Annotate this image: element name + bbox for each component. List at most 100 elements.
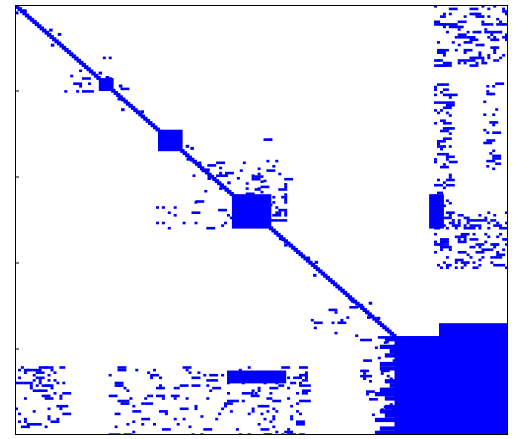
diagonal-entry bbox=[268, 226, 274, 231]
nonzero-cluster-12 bbox=[229, 216, 233, 220]
nonzero-cluster-3 bbox=[454, 266, 458, 269]
nonzero-cluster-10 bbox=[219, 171, 223, 175]
nonzero-cluster-6 bbox=[185, 397, 189, 400]
nonzero-cluster-5 bbox=[53, 371, 57, 374]
nonzero-cluster-7 bbox=[296, 420, 305, 423]
nonzero-cluster-3 bbox=[496, 235, 500, 239]
near-diagonal-entry bbox=[190, 146, 194, 150]
nonzero-cluster-1 bbox=[442, 181, 446, 184]
nonzero-cluster-7 bbox=[266, 410, 270, 413]
nonzero-cluster-1 bbox=[442, 101, 446, 104]
nonzero-cluster-9 bbox=[374, 346, 378, 349]
nonzero-cluster-1 bbox=[445, 101, 455, 104]
nonzero-cluster-5 bbox=[32, 379, 36, 382]
nonzero-cluster-9 bbox=[366, 392, 369, 396]
nonzero-cluster-0 bbox=[493, 59, 497, 62]
diagonal-entry bbox=[453, 387, 459, 392]
diagonal-entry bbox=[337, 286, 343, 291]
nonzero-cluster-6 bbox=[218, 412, 222, 416]
nonzero-cluster-10 bbox=[192, 174, 196, 177]
nonzero-cluster-5 bbox=[44, 366, 54, 369]
diagonal-entry bbox=[93, 73, 99, 78]
diagonal-entry bbox=[246, 207, 252, 211]
nonzero-cluster-3 bbox=[490, 248, 494, 251]
nonzero-cluster-6 bbox=[144, 397, 148, 400]
near-diagonal-entry bbox=[368, 301, 373, 305]
nonzero-cluster-2 bbox=[466, 221, 470, 225]
nonzero-cluster-3 bbox=[445, 256, 449, 259]
nonzero-cluster-5 bbox=[44, 384, 54, 387]
diagonal-entry bbox=[379, 323, 385, 328]
nonzero-cluster-6 bbox=[206, 384, 210, 387]
nonzero-cluster-3 bbox=[490, 256, 494, 259]
nonzero-cluster-6 bbox=[126, 399, 130, 403]
nonzero-cluster-4 bbox=[492, 154, 502, 158]
nonzero-cluster-7 bbox=[272, 399, 282, 403]
diagonal-entry bbox=[392, 333, 397, 338]
lower-right-fill bbox=[394, 357, 439, 362]
nonzero-cluster-1 bbox=[445, 111, 449, 115]
nonzero-cluster-2 bbox=[499, 226, 503, 230]
diagonal-entry bbox=[443, 379, 449, 383]
nonzero-cluster-0 bbox=[437, 64, 446, 67]
nonzero-cluster-13 bbox=[82, 77, 91, 80]
nonzero-cluster-0 bbox=[487, 54, 491, 57]
nonzero-cluster-3 bbox=[493, 256, 503, 259]
nonzero-cluster-0 bbox=[454, 25, 464, 29]
lower-right-fill bbox=[384, 336, 439, 341]
diagonal-entry bbox=[296, 250, 301, 254]
nonzero-cluster-4 bbox=[486, 85, 490, 88]
nonzero-cluster-2 bbox=[475, 219, 485, 222]
nonzero-cluster-7 bbox=[296, 410, 299, 413]
nonzero-cluster-3 bbox=[457, 238, 461, 241]
diagonal-entry bbox=[384, 327, 390, 332]
nonzero-cluster-8 bbox=[337, 321, 347, 325]
diagonal-entry bbox=[451, 385, 456, 390]
nonzero-cluster-4 bbox=[489, 152, 493, 155]
nonzero-cluster-2 bbox=[505, 221, 508, 225]
nonzero-cluster-1 bbox=[445, 152, 449, 156]
nonzero-cluster-6 bbox=[135, 368, 139, 372]
nonzero-cluster-7 bbox=[272, 415, 276, 418]
nonzero-cluster-5 bbox=[23, 381, 33, 385]
nonzero-cluster-3 bbox=[490, 261, 494, 264]
diagonal-entry bbox=[227, 189, 232, 194]
diagonal-entry bbox=[355, 301, 360, 306]
nonzero-cluster-11 bbox=[251, 177, 261, 181]
nonzero-cluster-5 bbox=[18, 420, 21, 423]
nonzero-cluster-5 bbox=[20, 425, 30, 429]
diagonal-entry bbox=[187, 155, 192, 160]
nonzero-cluster-0 bbox=[502, 7, 506, 11]
nonzero-cluster-13 bbox=[90, 90, 94, 93]
nonzero-cluster-7 bbox=[290, 381, 294, 385]
diagonal-entry bbox=[180, 149, 185, 153]
nonzero-cluster-2 bbox=[454, 224, 458, 227]
nonzero-cluster-2 bbox=[478, 214, 482, 217]
nonzero-cluster-8 bbox=[313, 326, 317, 330]
diagonal-entry bbox=[362, 308, 367, 312]
diagonal-entry bbox=[283, 239, 289, 244]
nonzero-cluster-7 bbox=[287, 428, 291, 431]
nonzero-cluster-1 bbox=[440, 119, 443, 122]
nonzero-cluster-1 bbox=[440, 191, 443, 195]
nonzero-cluster-5 bbox=[59, 404, 69, 408]
near-diagonal-entry bbox=[172, 140, 177, 144]
nonzero-cluster-4 bbox=[498, 162, 502, 165]
nonzero-cluster-0 bbox=[487, 36, 491, 39]
near-diagonal-entry bbox=[438, 364, 442, 368]
nonzero-cluster-3 bbox=[434, 232, 437, 236]
nonzero-cluster-2 bbox=[448, 221, 452, 225]
nonzero-cluster-8 bbox=[355, 334, 359, 337]
nonzero-cluster-0 bbox=[502, 54, 506, 57]
nonzero-cluster-6 bbox=[179, 384, 189, 387]
nonzero-cluster-6 bbox=[132, 430, 136, 434]
nonzero-cluster-6 bbox=[114, 412, 118, 416]
nonzero-cluster-6 bbox=[150, 394, 154, 398]
diagonal-entry bbox=[118, 95, 123, 100]
nonzero-cluster-10 bbox=[207, 164, 217, 167]
nonzero-cluster-10 bbox=[195, 200, 205, 203]
diagonal-entry bbox=[69, 52, 74, 57]
nonzero-cluster-2 bbox=[448, 214, 452, 217]
nonzero-cluster-0 bbox=[481, 5, 485, 8]
nonzero-cluster-0 bbox=[457, 28, 461, 31]
